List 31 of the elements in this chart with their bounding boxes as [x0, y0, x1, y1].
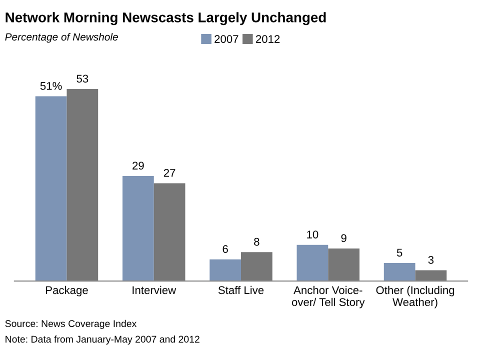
bar [241, 252, 272, 282]
data-label: 51% [40, 82, 62, 90]
data-label: 29 [132, 162, 144, 170]
x-tick-label: Other (Including Weather) [376, 286, 454, 308]
data-label: 53 [76, 74, 88, 83]
bar [210, 259, 241, 282]
data-label: 27 [164, 168, 176, 177]
x-tick-label: Package [46, 286, 88, 296]
data-label: 6 [222, 245, 228, 253]
bar [415, 270, 447, 282]
x-tick-label: Staff Live [218, 286, 264, 294]
bar [154, 183, 186, 282]
bar [122, 176, 154, 282]
data-label: 3 [428, 256, 434, 264]
legend-label: 2007 [214, 35, 238, 43]
x-tick-label: Anchor Voice- over/ Tell Story [292, 286, 365, 308]
chart-subtitle: Percentage of Newshole [5, 32, 118, 43]
chart-title: Network Morning Newscasts Largely Unchanged [6, 12, 326, 26]
text: Note: Data from January-May 2007 and 2012 [6, 336, 200, 345]
data-label: 10 [307, 230, 318, 238]
bar [66, 88, 98, 282]
data-label: 5 [396, 248, 402, 257]
legend-label: 2012 [256, 35, 280, 43]
data-label: 9 [341, 234, 346, 242]
bar [35, 96, 67, 282]
bar [384, 262, 416, 282]
bar [328, 248, 360, 282]
x-tick-label: Interview [132, 286, 176, 294]
source-note: Source: News Coverage Index [5, 320, 137, 329]
bar [296, 244, 328, 282]
data-label: 8 [254, 238, 260, 246]
